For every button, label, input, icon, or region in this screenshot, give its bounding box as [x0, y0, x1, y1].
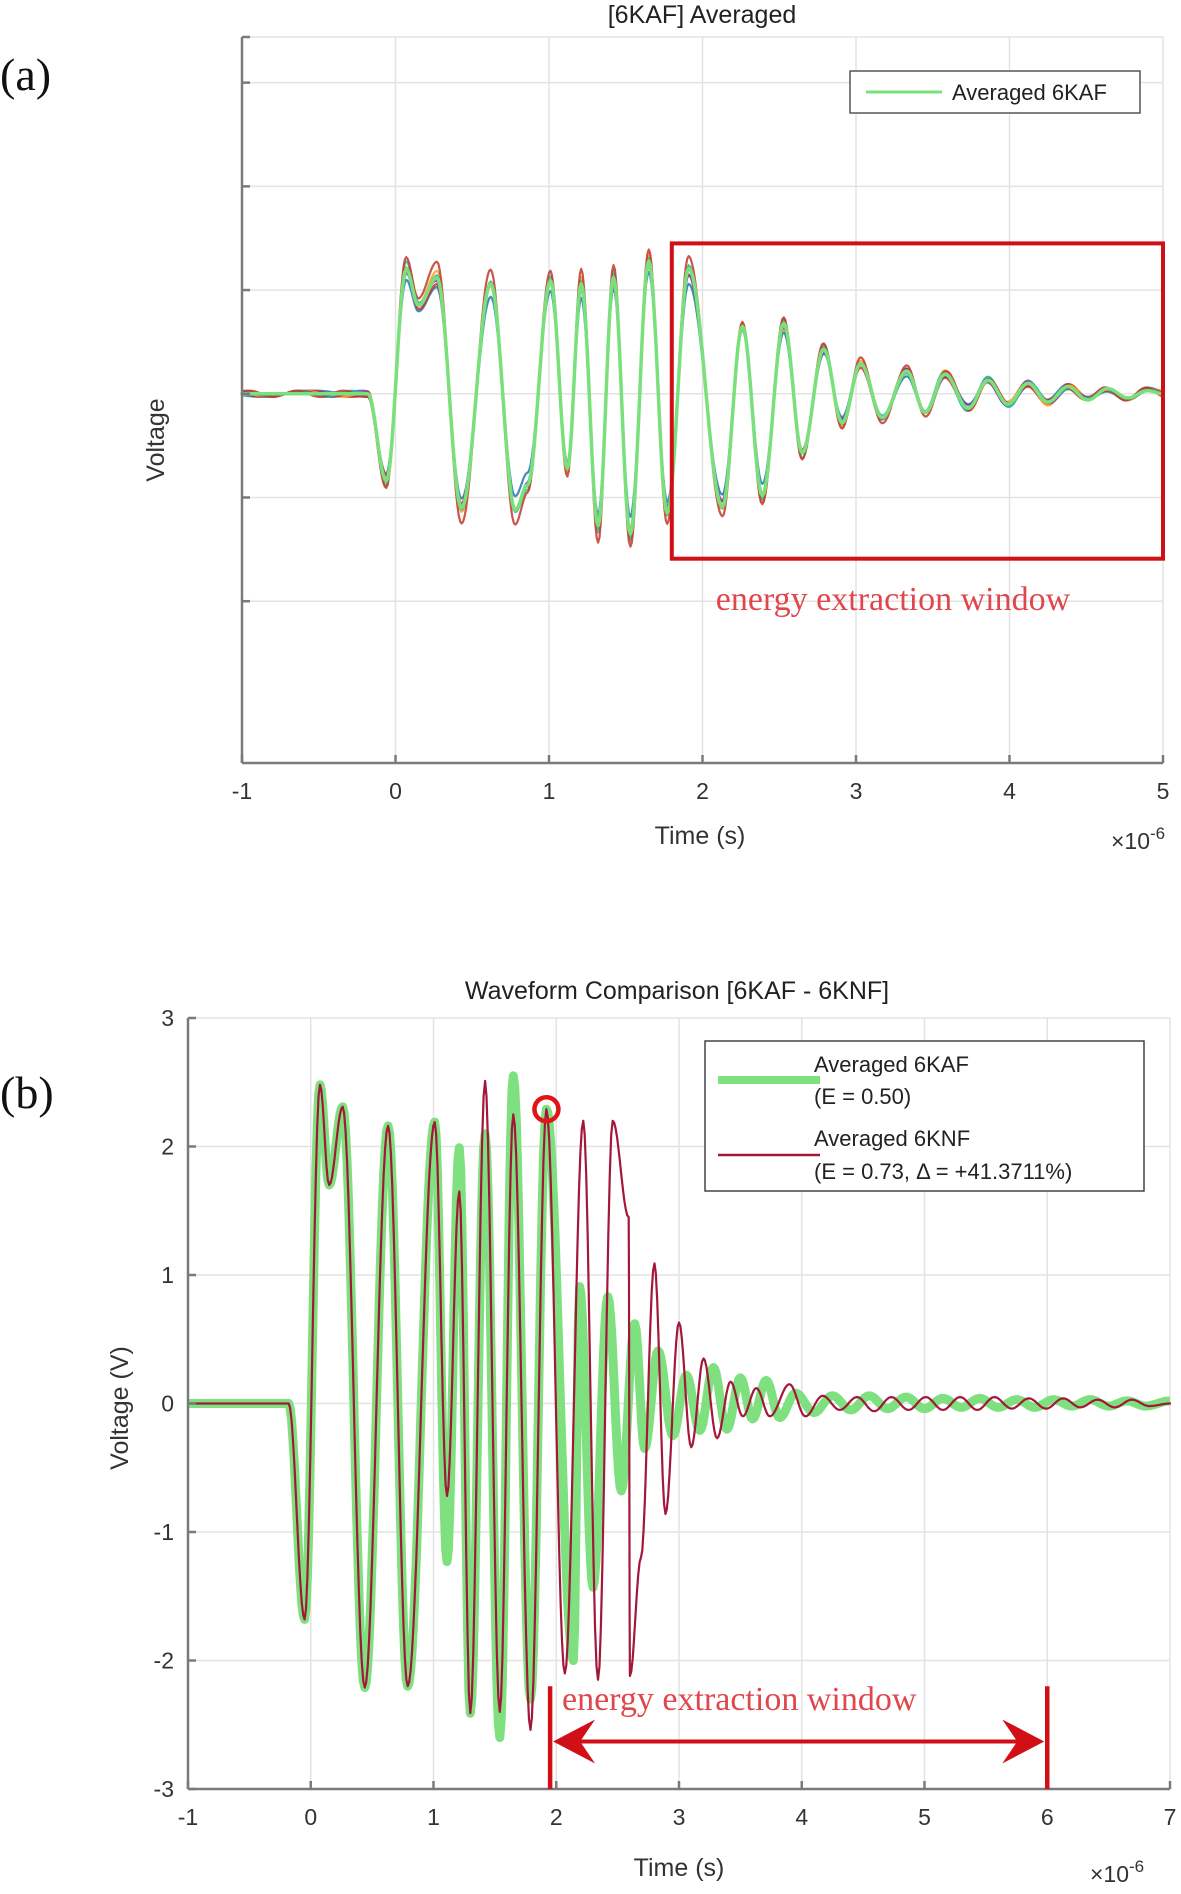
chart-b-legend-label-6kaf: Averaged 6KAF — [814, 1052, 969, 1077]
panel-b: (b) Waveform Comparison [6KAF - 6KNF] -1… — [0, 977, 1176, 1887]
chart-b-legend-detail-6knf: (E = 0.73, Δ = +41.3711%) — [814, 1159, 1072, 1184]
chart-a-x-multiplier: ×10-6 — [1111, 824, 1165, 854]
chart-a-xlabel: Time (s) — [655, 822, 746, 850]
x-tick-label: 6 — [1041, 1804, 1054, 1830]
x-tick-label: 2 — [550, 1804, 563, 1830]
x-tick-label: 0 — [304, 1804, 317, 1830]
chart-b-legend-detail-6kaf: (E = 0.50) — [814, 1084, 911, 1109]
chart-b-title: Waveform Comparison [6KAF - 6KNF] — [465, 977, 889, 1005]
x-tick-label: 4 — [795, 1804, 808, 1830]
chart-a-x-multiplier-base: ×10 — [1111, 828, 1150, 854]
y-tick-label: -3 — [154, 1776, 174, 1802]
chart-b-window-label: energy extraction window — [562, 1681, 917, 1718]
y-tick-label: 2 — [161, 1134, 174, 1160]
x-tick-label: 5 — [918, 1804, 931, 1830]
chart-b-legend: Averaged 6KAF (E = 0.50) Averaged 6KNF (… — [704, 1040, 1145, 1192]
panel-label-a: (a) — [0, 49, 51, 100]
x-tick-label: 3 — [850, 778, 863, 804]
window-arrow-head-right — [1002, 1719, 1045, 1764]
chart-b-x-multiplier-base: ×10 — [1090, 1861, 1129, 1887]
energy-window-box — [669, 241, 1165, 561]
x-tick-label: 5 — [1157, 778, 1170, 804]
x-tick-label: 2 — [696, 778, 709, 804]
y-tick-label: 0 — [161, 1391, 174, 1417]
x-tick-label: 7 — [1164, 1804, 1177, 1830]
chart-b-ylabel: Voltage (V) — [106, 1346, 134, 1470]
y-tick-label: 3 — [161, 1005, 174, 1031]
y-tick-label: -1 — [154, 1519, 174, 1545]
y-tick-label: -2 — [154, 1648, 174, 1674]
chart-a-window-label: energy extraction window — [716, 581, 1071, 618]
chart-b-tick-labels: -1 0 1 2 3 4 5 6 7 -3 -2 -1 0 1 2 3 — [154, 1005, 1177, 1830]
x-tick-label: 0 — [389, 778, 402, 804]
x-tick-label: 1 — [427, 1804, 440, 1830]
chart-b-legend-label-6knf: Averaged 6KNF — [814, 1126, 970, 1151]
chart-b-xlabel: Time (s) — [634, 1854, 725, 1882]
panel-a: (a) [6KAF] Averaged -1 0 1 2 3 4 5 Time (s) Vo… — [0, 1, 1169, 854]
chart-a-title: [6KAF] Averaged — [608, 1, 797, 29]
chart-b-annotations — [532, 1094, 1050, 1789]
x-tick-label: -1 — [178, 1804, 198, 1830]
chart-b-legend-box — [704, 1040, 1145, 1192]
series-line-averaged-6knf — [186, 1079, 1172, 1731]
x-tick-label: 4 — [1003, 778, 1016, 804]
chart-a-legend: Averaged 6KAF — [849, 70, 1141, 114]
chart-a-series — [240, 259, 1165, 536]
chart-a-annotations — [669, 241, 1165, 561]
y-tick-label: 1 — [161, 1262, 174, 1288]
chart-b-x-multiplier: ×10-6 — [1090, 1857, 1144, 1887]
chart-a-legend-label: Averaged 6KAF — [952, 80, 1107, 105]
x-tick-label: 3 — [673, 1804, 686, 1830]
chart-b-axes — [186, 1016, 1172, 1791]
series-line-averaged-6kaf — [240, 259, 1165, 536]
chart-a-ylabel: Voltage — [142, 398, 170, 481]
window-arrow-head-left — [553, 1719, 596, 1764]
chart-a-tick-labels: -1 0 1 2 3 4 5 — [232, 778, 1170, 804]
chart-a-x-multiplier-exponent: -6 — [1150, 824, 1165, 843]
peak-marker-circle — [532, 1094, 561, 1124]
chart-a-grid — [241, 36, 1164, 763]
x-tick-label: -1 — [232, 778, 252, 804]
chart-a-axes — [240, 35, 1165, 765]
panel-label-b: (b) — [0, 1067, 54, 1118]
chart-b-x-multiplier-exponent: -6 — [1129, 1857, 1144, 1876]
x-tick-label: 1 — [543, 778, 556, 804]
chart-b-series — [185, 1071, 1174, 1743]
